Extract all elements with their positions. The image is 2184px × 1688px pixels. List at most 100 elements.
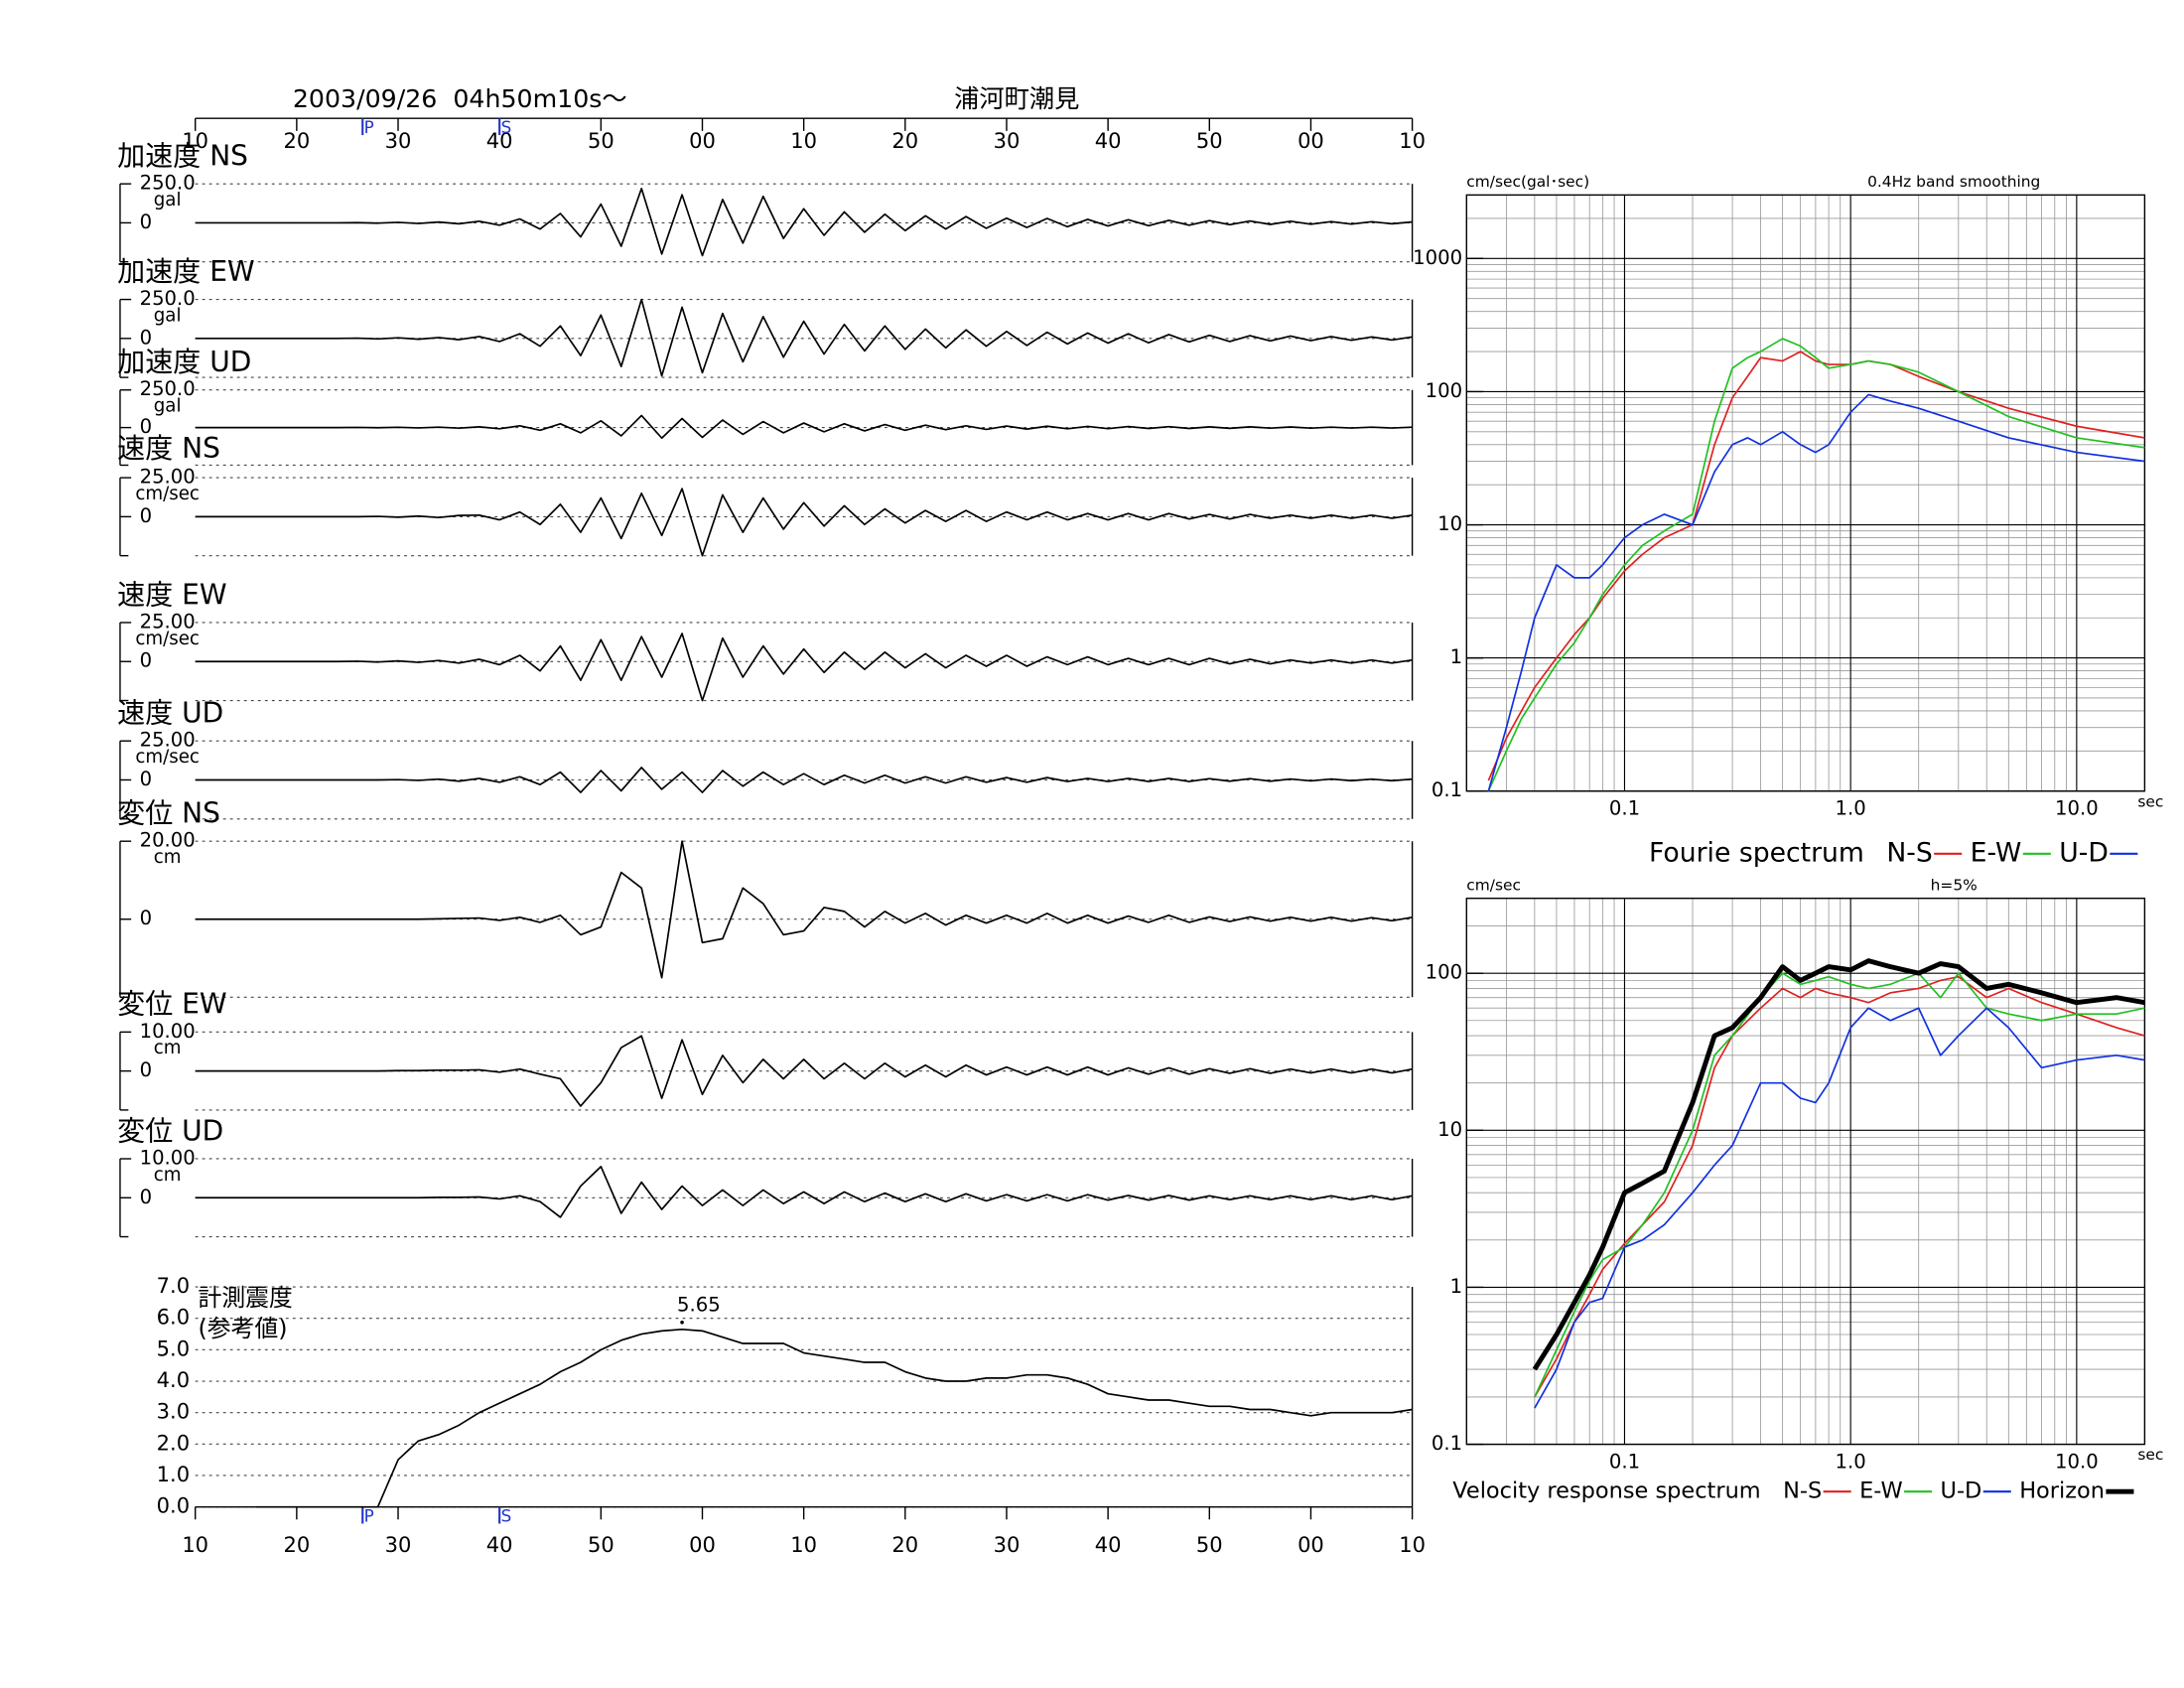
y-tick-label: 25.00 — [140, 466, 196, 489]
y-tick-label: 10 — [1437, 1118, 1462, 1141]
waveform-trace — [195, 840, 1413, 979]
y-tick-label: 0 — [140, 907, 153, 929]
phase-label: S — [501, 117, 512, 137]
x-tick-label: 30 — [994, 128, 1021, 153]
phase-label: S — [501, 1505, 512, 1525]
waveform-trace — [195, 488, 1413, 557]
x-tick-label: 00 — [1297, 128, 1324, 153]
y-tick-label: 0 — [140, 504, 153, 527]
x-tick-label: 40 — [486, 1532, 513, 1557]
panel-unit: gal — [154, 396, 182, 417]
x-tick-label: 20 — [891, 128, 918, 153]
legend-label: E-W — [1971, 837, 2022, 868]
y-tick-label: 5.0 — [157, 1336, 190, 1360]
legend-title: Velocity response spectrum — [1452, 1478, 1760, 1504]
x-axis-label: sec — [2137, 792, 2163, 810]
y-tick-label: 2.0 — [157, 1430, 190, 1455]
y-tick-label: 0.1 — [1432, 778, 1462, 801]
plot-frame — [1465, 194, 2146, 792]
panel-unit: cm/sec — [135, 629, 200, 649]
panel-name: 速度 NS — [117, 432, 220, 465]
y-tick-label: 250.0 — [140, 287, 196, 310]
panel-name: 変位 UD — [117, 1114, 223, 1147]
x-tick-label: 1.0 — [1836, 1450, 1866, 1473]
spectrum-line — [1487, 338, 2145, 792]
x-tick-label: 40 — [1095, 1532, 1122, 1557]
panel-unit: cm — [154, 1165, 182, 1186]
x-tick-label: 50 — [1196, 1532, 1223, 1557]
chart-title: 2003/09/26 04h50m10s～ — [293, 84, 627, 113]
spectrum-line — [1534, 975, 2145, 1398]
x-tick-label: 50 — [1196, 128, 1223, 153]
y-tick-label: 1 — [1450, 645, 1463, 668]
legend-label: U-D — [1941, 1478, 1982, 1504]
panel-name: 変位 EW — [117, 988, 226, 1021]
waveform-trace — [195, 767, 1413, 793]
y-tick-label: 0 — [140, 1186, 153, 1208]
panel-name: 速度 EW — [117, 578, 226, 611]
x-tick-label: 10 — [182, 128, 208, 153]
waveform-trace — [195, 414, 1413, 440]
panel-unit: cm/sec — [135, 484, 200, 504]
waveform-trace — [195, 188, 1413, 257]
peak-dot — [680, 1320, 684, 1325]
x-tick-label: 10.0 — [2055, 796, 2099, 819]
x-tick-label: 30 — [385, 128, 412, 153]
y-axis-label: cm/sec(gal･sec) — [1466, 173, 1589, 191]
y-tick-label: 0.0 — [157, 1493, 190, 1518]
panel-unit: gal — [154, 190, 182, 211]
y-tick-label: 6.0 — [157, 1305, 190, 1330]
x-axis-label: sec — [2137, 1446, 2163, 1464]
x-tick-label: 10 — [1399, 1532, 1426, 1557]
x-tick-label: 20 — [283, 128, 310, 153]
y-tick-label: 7.0 — [157, 1273, 190, 1298]
station-name: 浦河町潮見 — [954, 84, 1079, 113]
y-tick-label: 0 — [140, 415, 153, 438]
x-tick-label: 30 — [385, 1532, 412, 1557]
x-tick-label: 00 — [1297, 1532, 1324, 1557]
legend-label: N-S — [1783, 1478, 1822, 1504]
panel-name: 加速度 NS — [117, 139, 248, 172]
x-tick-label: 10 — [182, 1532, 208, 1557]
panel-unit: cm/sec — [135, 747, 200, 768]
panel-name: 変位 NS — [117, 797, 220, 830]
x-tick-label: 10 — [790, 128, 817, 153]
intensity-line — [255, 1328, 1413, 1508]
x-tick-label: 50 — [588, 128, 614, 153]
y-tick-label: 1.0 — [157, 1462, 190, 1486]
panel-name: 速度 UD — [117, 697, 223, 730]
y-tick-label: 250.0 — [140, 172, 196, 195]
peak-label: 5.65 — [677, 1293, 721, 1316]
x-tick-label: 10.0 — [2055, 1450, 2099, 1473]
chart-note: h=5% — [1931, 877, 1978, 895]
y-tick-label: 10 — [1437, 512, 1462, 535]
plot-frame — [1465, 898, 2146, 1446]
y-tick-label: 0 — [140, 211, 153, 233]
y-tick-label: 250.0 — [140, 377, 196, 400]
panel-unit: cm — [154, 847, 182, 868]
y-tick-label: 10.00 — [140, 1146, 196, 1169]
x-tick-label: 0.1 — [1609, 1450, 1640, 1473]
x-tick-label: 50 — [588, 1532, 614, 1557]
x-tick-label: 30 — [994, 1532, 1021, 1557]
x-tick-label: 10 — [1399, 128, 1426, 153]
legend-label: Horizon — [2019, 1478, 2105, 1504]
y-tick-label: 0 — [140, 649, 153, 672]
x-tick-label: 40 — [1095, 128, 1122, 153]
y-tick-label: 0 — [140, 768, 153, 790]
y-tick-label: 3.0 — [157, 1399, 190, 1424]
y-tick-label: 25.00 — [140, 729, 196, 752]
legend-title: Fourie spectrum — [1649, 837, 1864, 868]
legend-label: N-S — [1886, 837, 1932, 868]
x-tick-label: 0.1 — [1609, 796, 1640, 819]
panel-name: 加速度 EW — [117, 255, 255, 288]
legend-label: U-D — [2059, 837, 2109, 868]
waveform-trace — [195, 298, 1413, 377]
spectrum-line — [1534, 1007, 2145, 1409]
y-tick-label: 1000 — [1413, 246, 1462, 269]
panel-name: 加速度 UD — [117, 346, 251, 378]
spectrum-line — [1487, 393, 2145, 791]
y-tick-label: 25.00 — [140, 610, 196, 633]
